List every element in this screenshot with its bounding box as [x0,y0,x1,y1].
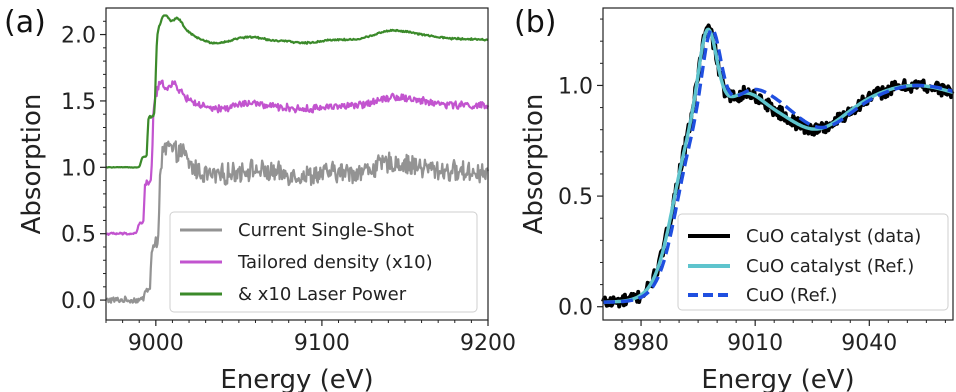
series-line-tailored-density [105,79,490,236]
y-tick-label: 0.0 [558,296,593,321]
panel-a-label: (a) [4,5,46,40]
panel-b-ticks: 8980 9010 9040 0.0 0.5 1.0 [558,18,946,356]
x-tick-label: 9040 [841,331,897,356]
x-tick-label: 9200 [460,331,516,356]
series-line-single-shot [105,140,490,304]
legend-label-cuo-catalyst-ref: CuO catalyst (Ref.) [746,256,914,277]
y-tick-label: 1.5 [61,90,96,115]
series-line-laser-power [105,14,489,169]
panel-a-frame [105,7,489,321]
panel-b-xlabel: Energy (eV) [701,365,854,392]
y-tick-label: 0.5 [61,223,96,248]
x-tick-label: 9010 [727,331,783,356]
x-tick-label: 9000 [128,331,184,356]
panel-b-ylabel: Absorption [519,94,549,235]
y-tick-label: 1.0 [558,74,593,99]
panel-a-xlabel: Energy (eV) [220,365,373,392]
y-tick-label: 2.0 [61,24,96,49]
y-tick-label: 0.0 [61,289,96,314]
series-line-cuo-ref [602,27,954,304]
panel-b-series [601,23,955,309]
panel-a-legend-box [169,211,478,313]
panel-a-ylabel: Absorption [17,94,47,235]
legend-label-laser-power: & x10 Laser Power [238,284,407,305]
panel-b-frame [602,7,954,321]
panel-a-legend: Current Single-Shot Tailored density (x1… [169,211,478,313]
x-tick-label: 8980 [613,331,669,356]
legend-label-single-shot: Current Single-Shot [238,220,414,241]
panel-a-ticks: 9000 9100 9200 0.0 0.5 1.0 1.5 2.0 [61,20,516,356]
y-tick-label: 0.5 [558,185,593,210]
panel-b-legend-box [677,213,949,311]
panel-a: (a) 9000 9100 9200 0.0 0.5 1.0 1.5 2.0 Energy (… [4,5,516,392]
legend-label-tailored-density: Tailored density (x10) [237,252,433,273]
legend-label-cuo-catalyst-data: CuO catalyst (data) [746,226,921,247]
x-tick-label: 9100 [294,331,350,356]
panel-b-label: (b) [514,5,556,40]
panel-a-series [105,14,490,304]
panel-b-legend: CuO catalyst (data) CuO catalyst (Ref.) … [677,213,949,311]
y-tick-label: 1.0 [61,156,96,181]
panel-b: (b) 8980 9010 9040 0.0 0.5 1.0 Energy (eV) Ab… [514,5,955,392]
legend-label-cuo-ref: CuO (Ref.) [746,285,837,306]
